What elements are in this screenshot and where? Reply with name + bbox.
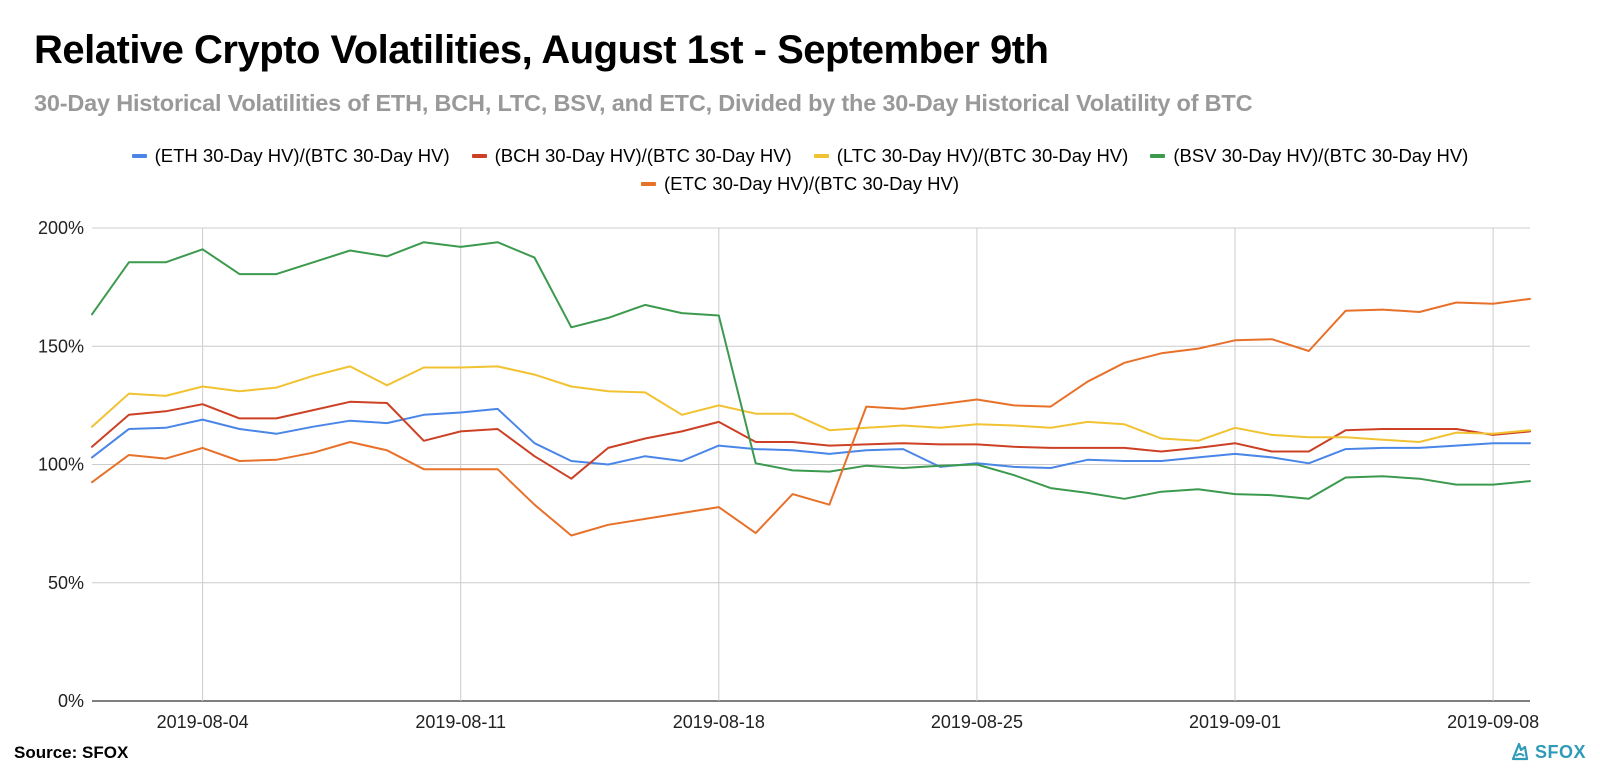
brand-name: SFOX — [1534, 741, 1586, 762]
legend-item-eth[interactable]: (ETH 30-Day HV)/(BTC 30-Day HV) — [131, 145, 450, 167]
x-tick-label: 2019-09-01 — [1189, 712, 1281, 732]
sfox-logo-icon — [1511, 742, 1529, 761]
legend: (ETH 30-Day HV)/(BTC 30-Day HV) (BCH 30-… — [0, 142, 1600, 198]
legend-swatch-etc — [640, 182, 656, 186]
source-note: Source: SFOX — [14, 743, 129, 762]
legend-label-bsv: (BSV 30-Day HV)/(BTC 30-Day HV) — [1173, 145, 1469, 166]
x-tick-label: 2019-08-25 — [931, 712, 1023, 732]
x-tick-label: 2019-09-08 — [1447, 712, 1539, 732]
x-tick-label: 2019-08-18 — [673, 712, 765, 732]
axis-labels: 0% 50% 100% 150% 200% 2019-08-04 2019-08-11 201… — [38, 218, 1539, 732]
legend-label-eth: (ETH 30-Day HV)/(BTC 30-Day HV) — [154, 145, 450, 166]
y-tick-label: 200% — [38, 218, 84, 238]
legend-item-bsv[interactable]: (BSV 30-Day HV)/(BTC 30-Day HV) — [1150, 145, 1468, 167]
series-line-bsv[interactable] — [91, 241, 1531, 500]
x-tick-label: 2019-08-11 — [415, 712, 506, 732]
legend-label-bch: (BCH 30-Day HV)/(BTC 30-Day HV) — [494, 145, 792, 166]
legend-swatch-bsv — [1150, 154, 1166, 158]
chart-title: Relative Crypto Volatilities, August 1st… — [34, 28, 1049, 72]
y-tick-label: 100% — [38, 455, 84, 475]
brand-logo[interactable]: SFOX — [1509, 741, 1586, 763]
y-tick-label: 0% — [58, 691, 84, 711]
series-line-etc[interactable] — [91, 297, 1531, 537]
series-line-ltc[interactable] — [91, 365, 1531, 443]
legend-swatch-bch — [471, 154, 487, 158]
series-layer — [91, 241, 1531, 537]
legend-swatch-ltc — [813, 154, 829, 158]
series-line-eth[interactable] — [91, 407, 1531, 469]
legend-item-ltc[interactable]: (LTC 30-Day HV)/(BTC 30-Day HV) — [813, 145, 1129, 167]
series-line-bch[interactable] — [91, 400, 1531, 480]
legend-item-etc[interactable]: (ETC 30-Day HV)/(BTC 30-Day HV) — [640, 173, 959, 195]
legend-label-ltc: (LTC 30-Day HV)/(BTC 30-Day HV) — [836, 145, 1129, 166]
y-tick-label: 150% — [38, 336, 84, 356]
legend-label-etc: (ETC 30-Day HV)/(BTC 30-Day HV) — [663, 173, 959, 194]
legend-item-bch[interactable]: (BCH 30-Day HV)/(BTC 30-Day HV) — [471, 145, 792, 167]
x-tick-label: 2019-08-04 — [157, 712, 249, 732]
legend-swatch-eth — [131, 154, 147, 158]
chart-subtitle: 30-Day Historical Volatilities of ETH, B… — [34, 90, 1253, 116]
grid-layer — [92, 227, 1530, 702]
legend-row-2: (ETC 30-Day HV)/(BTC 30-Day HV) — [0, 170, 1600, 198]
y-tick-label: 50% — [48, 573, 84, 593]
legend-row-1: (ETH 30-Day HV)/(BTC 30-Day HV) (BCH 30-… — [0, 142, 1600, 170]
